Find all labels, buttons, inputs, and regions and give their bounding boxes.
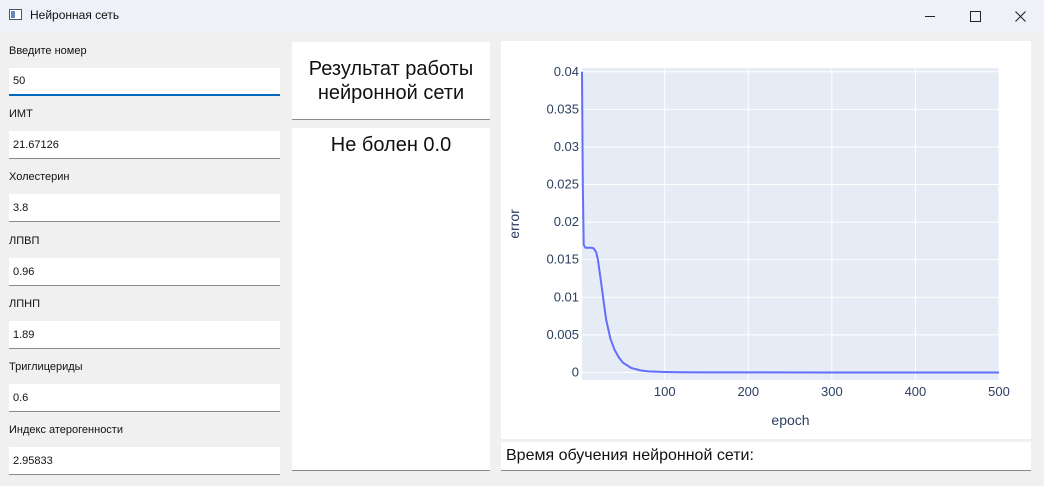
field-label-bmi: ИМТ: [9, 108, 33, 120]
y-tick-label: 0.04: [554, 64, 579, 79]
atherogenic-index-input[interactable]: [9, 447, 280, 475]
x-tick-label: 500: [988, 384, 1010, 399]
field-label-ldl: ЛПНП: [9, 298, 40, 310]
title-bar: Нейронная сеть: [0, 0, 1044, 32]
y-tick-label: 0.015: [546, 252, 579, 267]
field-label-number: Введите номер: [9, 45, 87, 57]
result-title-line2: нейронной сети: [317, 81, 465, 104]
window-title: Нейронная сеть: [30, 8, 120, 22]
minimize-icon: [925, 15, 935, 17]
app-icon: [9, 9, 22, 20]
maximize-icon: [969, 10, 981, 22]
error-chart: 0 0.005 0.01 0.015 0.02 0.025 0.03 0.035 0.04 100…: [501, 41, 1031, 439]
y-tick-label: 0.01: [554, 289, 579, 304]
y-tick-label: 0.03: [554, 139, 579, 154]
number-input[interactable]: [9, 68, 280, 96]
bmi-input[interactable]: [9, 131, 280, 159]
x-tick-label: 400: [905, 384, 927, 399]
result-title-line1: Результат работы: [308, 57, 474, 80]
y-tick-label: 0.02: [554, 214, 579, 229]
y-tick-label: 0.005: [546, 327, 579, 342]
plot-background: [582, 68, 999, 380]
result-value: Не болен 0.0: [330, 134, 452, 156]
chart-svg: 0 0.005 0.01 0.015 0.02 0.025 0.03 0.035 0.04 100…: [506, 64, 1010, 428]
result-title: Результат работы нейронной сети: [292, 42, 490, 120]
cholesterol-input[interactable]: [9, 194, 280, 222]
ldl-input[interactable]: [9, 321, 280, 349]
hdl-input[interactable]: [9, 258, 280, 286]
x-tick-label: 200: [737, 384, 759, 399]
x-axis-title: epoch: [771, 412, 809, 428]
y-tick-label: 0.035: [546, 101, 579, 116]
training-time-label: Время обучения нейронной сети:: [506, 447, 754, 464]
maximize-button[interactable]: [952, 0, 998, 32]
training-time-output: Время обучения нейронной сети:: [501, 442, 1031, 471]
close-button[interactable]: [997, 0, 1043, 32]
y-axis-title: error: [506, 209, 522, 239]
minimize-button[interactable]: [907, 0, 953, 32]
y-tick-label: 0.025: [546, 177, 579, 192]
close-icon: [1014, 10, 1026, 22]
field-label-hdl: ЛПВП: [9, 235, 40, 247]
triglycerides-input[interactable]: [9, 384, 280, 412]
error-series-line: [581, 71, 999, 374]
field-label-atherogenic-index: Индекс атерогенности: [9, 424, 123, 436]
result-output: Не болен 0.0: [292, 128, 490, 471]
field-label-triglycerides: Триглицериды: [9, 361, 83, 373]
y-tick-label: 0: [572, 364, 579, 379]
x-tick-label: 100: [654, 384, 676, 399]
field-label-cholesterol: Холестерин: [9, 171, 70, 183]
x-tick-label: 300: [821, 384, 843, 399]
